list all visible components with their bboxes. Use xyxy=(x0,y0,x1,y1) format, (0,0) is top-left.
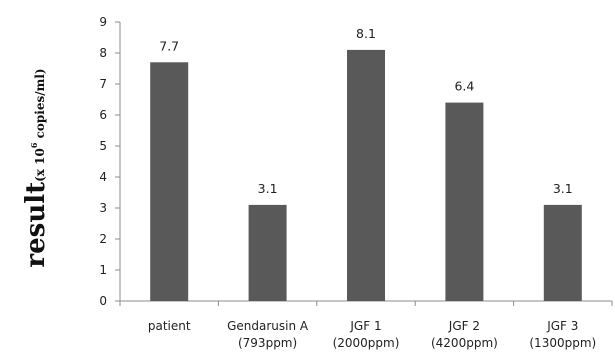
category-label: JGF 1 (2000ppm) xyxy=(333,319,400,350)
y-axis-title-main: result xyxy=(21,182,51,268)
y-tick-label: 3 xyxy=(99,201,107,215)
y-tick-label: 9 xyxy=(99,15,107,29)
y-tick-label: 0 xyxy=(99,294,107,308)
category-label: JGF 3 (1300ppm) xyxy=(529,319,596,350)
bar xyxy=(150,62,189,301)
y-axis-title-unit-prefix: (x 10 xyxy=(33,148,47,182)
data-label: 3.1 xyxy=(553,181,573,196)
data-label: 6.4 xyxy=(454,79,474,94)
bar xyxy=(347,49,385,302)
y-tick-label: 5 xyxy=(99,139,107,153)
y-axis-title: result(x 106 copies/ml) xyxy=(21,68,51,267)
bars xyxy=(150,49,582,302)
category-label: Gendarusin A (793ppm) xyxy=(227,319,309,350)
bar xyxy=(543,204,582,301)
category-label: JGF 2 (4200ppm) xyxy=(431,319,498,350)
category-label: patient xyxy=(148,319,191,333)
y-tick-label: 1 xyxy=(99,263,107,277)
y-tick-label: 7 xyxy=(99,77,107,91)
bar xyxy=(445,102,484,301)
category-labels: patient Gendarusin A (793ppm) JGF 1 (2000ppm… xyxy=(148,319,596,350)
y-tick-label: 8 xyxy=(99,46,107,60)
data-label: 7.7 xyxy=(159,38,179,53)
y-axis-ticks: 0 1 2 3 4 5 6 7 8 9 xyxy=(99,15,120,308)
y-tick-label: 6 xyxy=(99,108,107,122)
y-axis-title-unit-suffix: copies/ml) xyxy=(33,68,47,142)
y-tick-label: 2 xyxy=(99,232,107,246)
data-label: 8.1 xyxy=(356,26,376,41)
y-axis-title-unit-exponent: 6 xyxy=(29,142,39,148)
svg-text:result(x 106 copies/ml): result(x 106 copies/ml) xyxy=(21,68,51,267)
data-labels: 7.7 3.1 8.1 6.4 3.1 xyxy=(159,26,572,196)
y-tick-label: 4 xyxy=(99,170,107,184)
bar xyxy=(248,204,287,301)
data-label: 3.1 xyxy=(258,181,278,196)
